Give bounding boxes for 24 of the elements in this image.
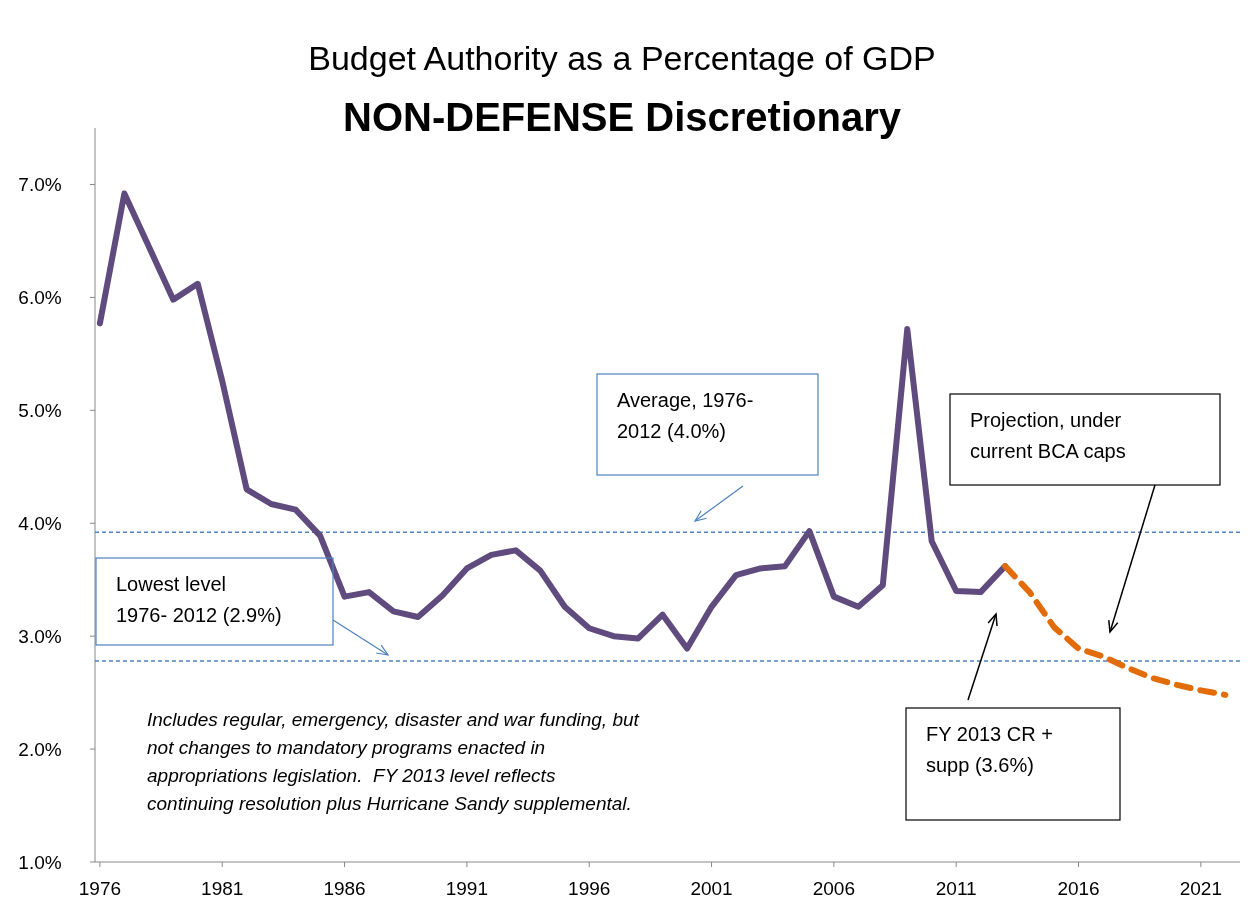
x-tick-label: 1981 <box>201 878 244 899</box>
x-tick-label: 2006 <box>812 878 856 899</box>
x-tick-label: 1986 <box>323 878 366 899</box>
y-tick-label: 7.0% <box>18 174 62 196</box>
x-tick-label: 2021 <box>1179 878 1222 899</box>
annotation: Includes regular, emergency, disaster and war funding, but not changes to mandatory programs enacted in appropriations legislation. FY 2013 level reflects continuing resolution plus Hurricane Sandy supplemental. <box>147 709 640 814</box>
x-tick-label: 2011 <box>935 878 977 899</box>
x-tick-label: 1996 <box>568 878 611 899</box>
x-tick-label: 2001 <box>690 878 733 899</box>
y-tick-label: 6.0% <box>18 287 62 309</box>
x-tick-label: 1976 <box>78 878 122 899</box>
x-tick-label: 2016 <box>1057 878 1100 899</box>
y-tick-label: 5.0% <box>18 400 62 422</box>
y-tick-label: 1.0% <box>18 852 62 873</box>
annotation: Projection, under current BCA caps <box>970 409 1126 462</box>
y-tick-label: 3.0% <box>18 626 62 648</box>
chart-subtitle: NON-DEFENSE Discretionary <box>343 95 902 139</box>
y-tick-label: 2.0% <box>18 739 62 761</box>
annotation: Lowest level 1976- 2012 (2.9%) <box>116 573 282 626</box>
y-tick-label: 4.0% <box>18 513 62 535</box>
x-tick-label: 1991 <box>445 878 489 899</box>
chart-title: Budget Authority as a Percentage of GDP <box>308 39 936 77</box>
annotation: FY 2013 CR + supp (3.6%) <box>926 723 1053 776</box>
annotation: Average, 1976- 2012 (4.0%) <box>617 389 754 442</box>
